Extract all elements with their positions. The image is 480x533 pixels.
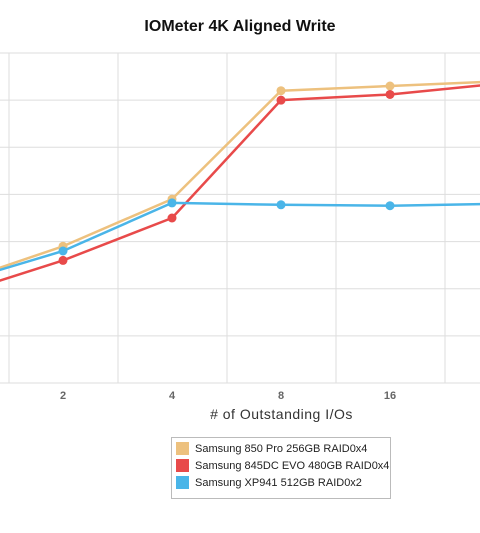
- chart-title: IOMeter 4K Aligned Write: [144, 18, 336, 35]
- data-point: [276, 95, 286, 105]
- legend-swatch: [176, 459, 189, 472]
- x-tick-label: 8: [278, 390, 284, 402]
- legend-item: Samsung 850 Pro 256GB RAID0x4: [172, 440, 390, 457]
- x-tick-label: 2: [60, 390, 66, 402]
- legend: Samsung 850 Pro 256GB RAID0x4 Samsung 845…: [171, 437, 391, 499]
- data-point: [385, 201, 395, 211]
- x-axis-title: # of Outstanding I/Os: [210, 406, 353, 422]
- legend-label: Samsung 845DC EVO 480GB RAID0x4: [195, 459, 390, 472]
- data-point: [58, 255, 68, 265]
- data-point: [276, 200, 286, 210]
- data-point: [276, 86, 286, 96]
- legend-swatch: [176, 476, 189, 489]
- legend-label: Samsung 850 Pro 256GB RAID0x4: [195, 442, 368, 455]
- legend-label: Samsung XP941 512GB RAID0x2: [195, 476, 362, 489]
- x-tick-label: 16: [384, 390, 396, 402]
- x-tick-label: 4: [169, 390, 176, 402]
- series-line-2: [0, 84, 480, 282]
- data-point: [385, 81, 395, 91]
- series-group: [0, 80, 480, 282]
- data-point: [58, 246, 68, 256]
- legend-swatch: [176, 442, 189, 455]
- legend-item: Samsung XP941 512GB RAID0x2: [172, 474, 390, 491]
- series-line-3: [0, 201, 480, 272]
- grid: [0, 52, 480, 384]
- data-point: [167, 198, 177, 208]
- data-point: [385, 89, 395, 99]
- data-point: [167, 213, 177, 223]
- x-axis-ticks: 2 4 8 16: [60, 390, 396, 402]
- legend-item: Samsung 845DC EVO 480GB RAID0x4: [172, 457, 390, 474]
- series-line-1: [0, 80, 480, 269]
